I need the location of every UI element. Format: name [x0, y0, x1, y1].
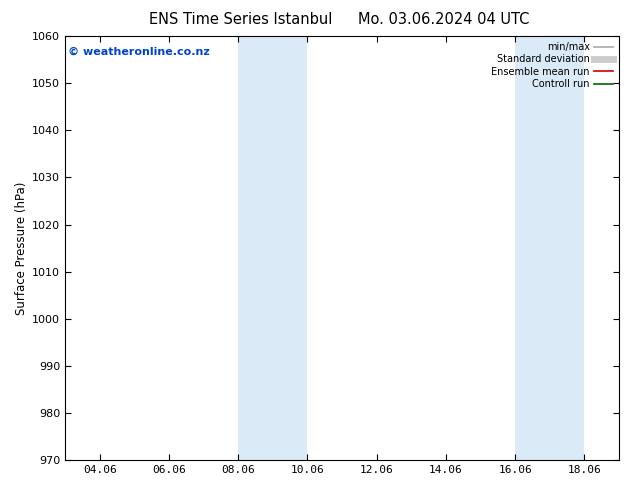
- Y-axis label: Surface Pressure (hPa): Surface Pressure (hPa): [15, 181, 28, 315]
- Bar: [515, 36, 585, 460]
- Text: © weatheronline.co.nz: © weatheronline.co.nz: [68, 47, 210, 57]
- Legend: min/max, Standard deviation, Ensemble mean run, Controll run: min/max, Standard deviation, Ensemble me…: [488, 38, 617, 93]
- Text: Mo. 03.06.2024 04 UTC: Mo. 03.06.2024 04 UTC: [358, 12, 529, 27]
- Text: ENS Time Series Istanbul: ENS Time Series Istanbul: [149, 12, 333, 27]
- Bar: [238, 36, 307, 460]
